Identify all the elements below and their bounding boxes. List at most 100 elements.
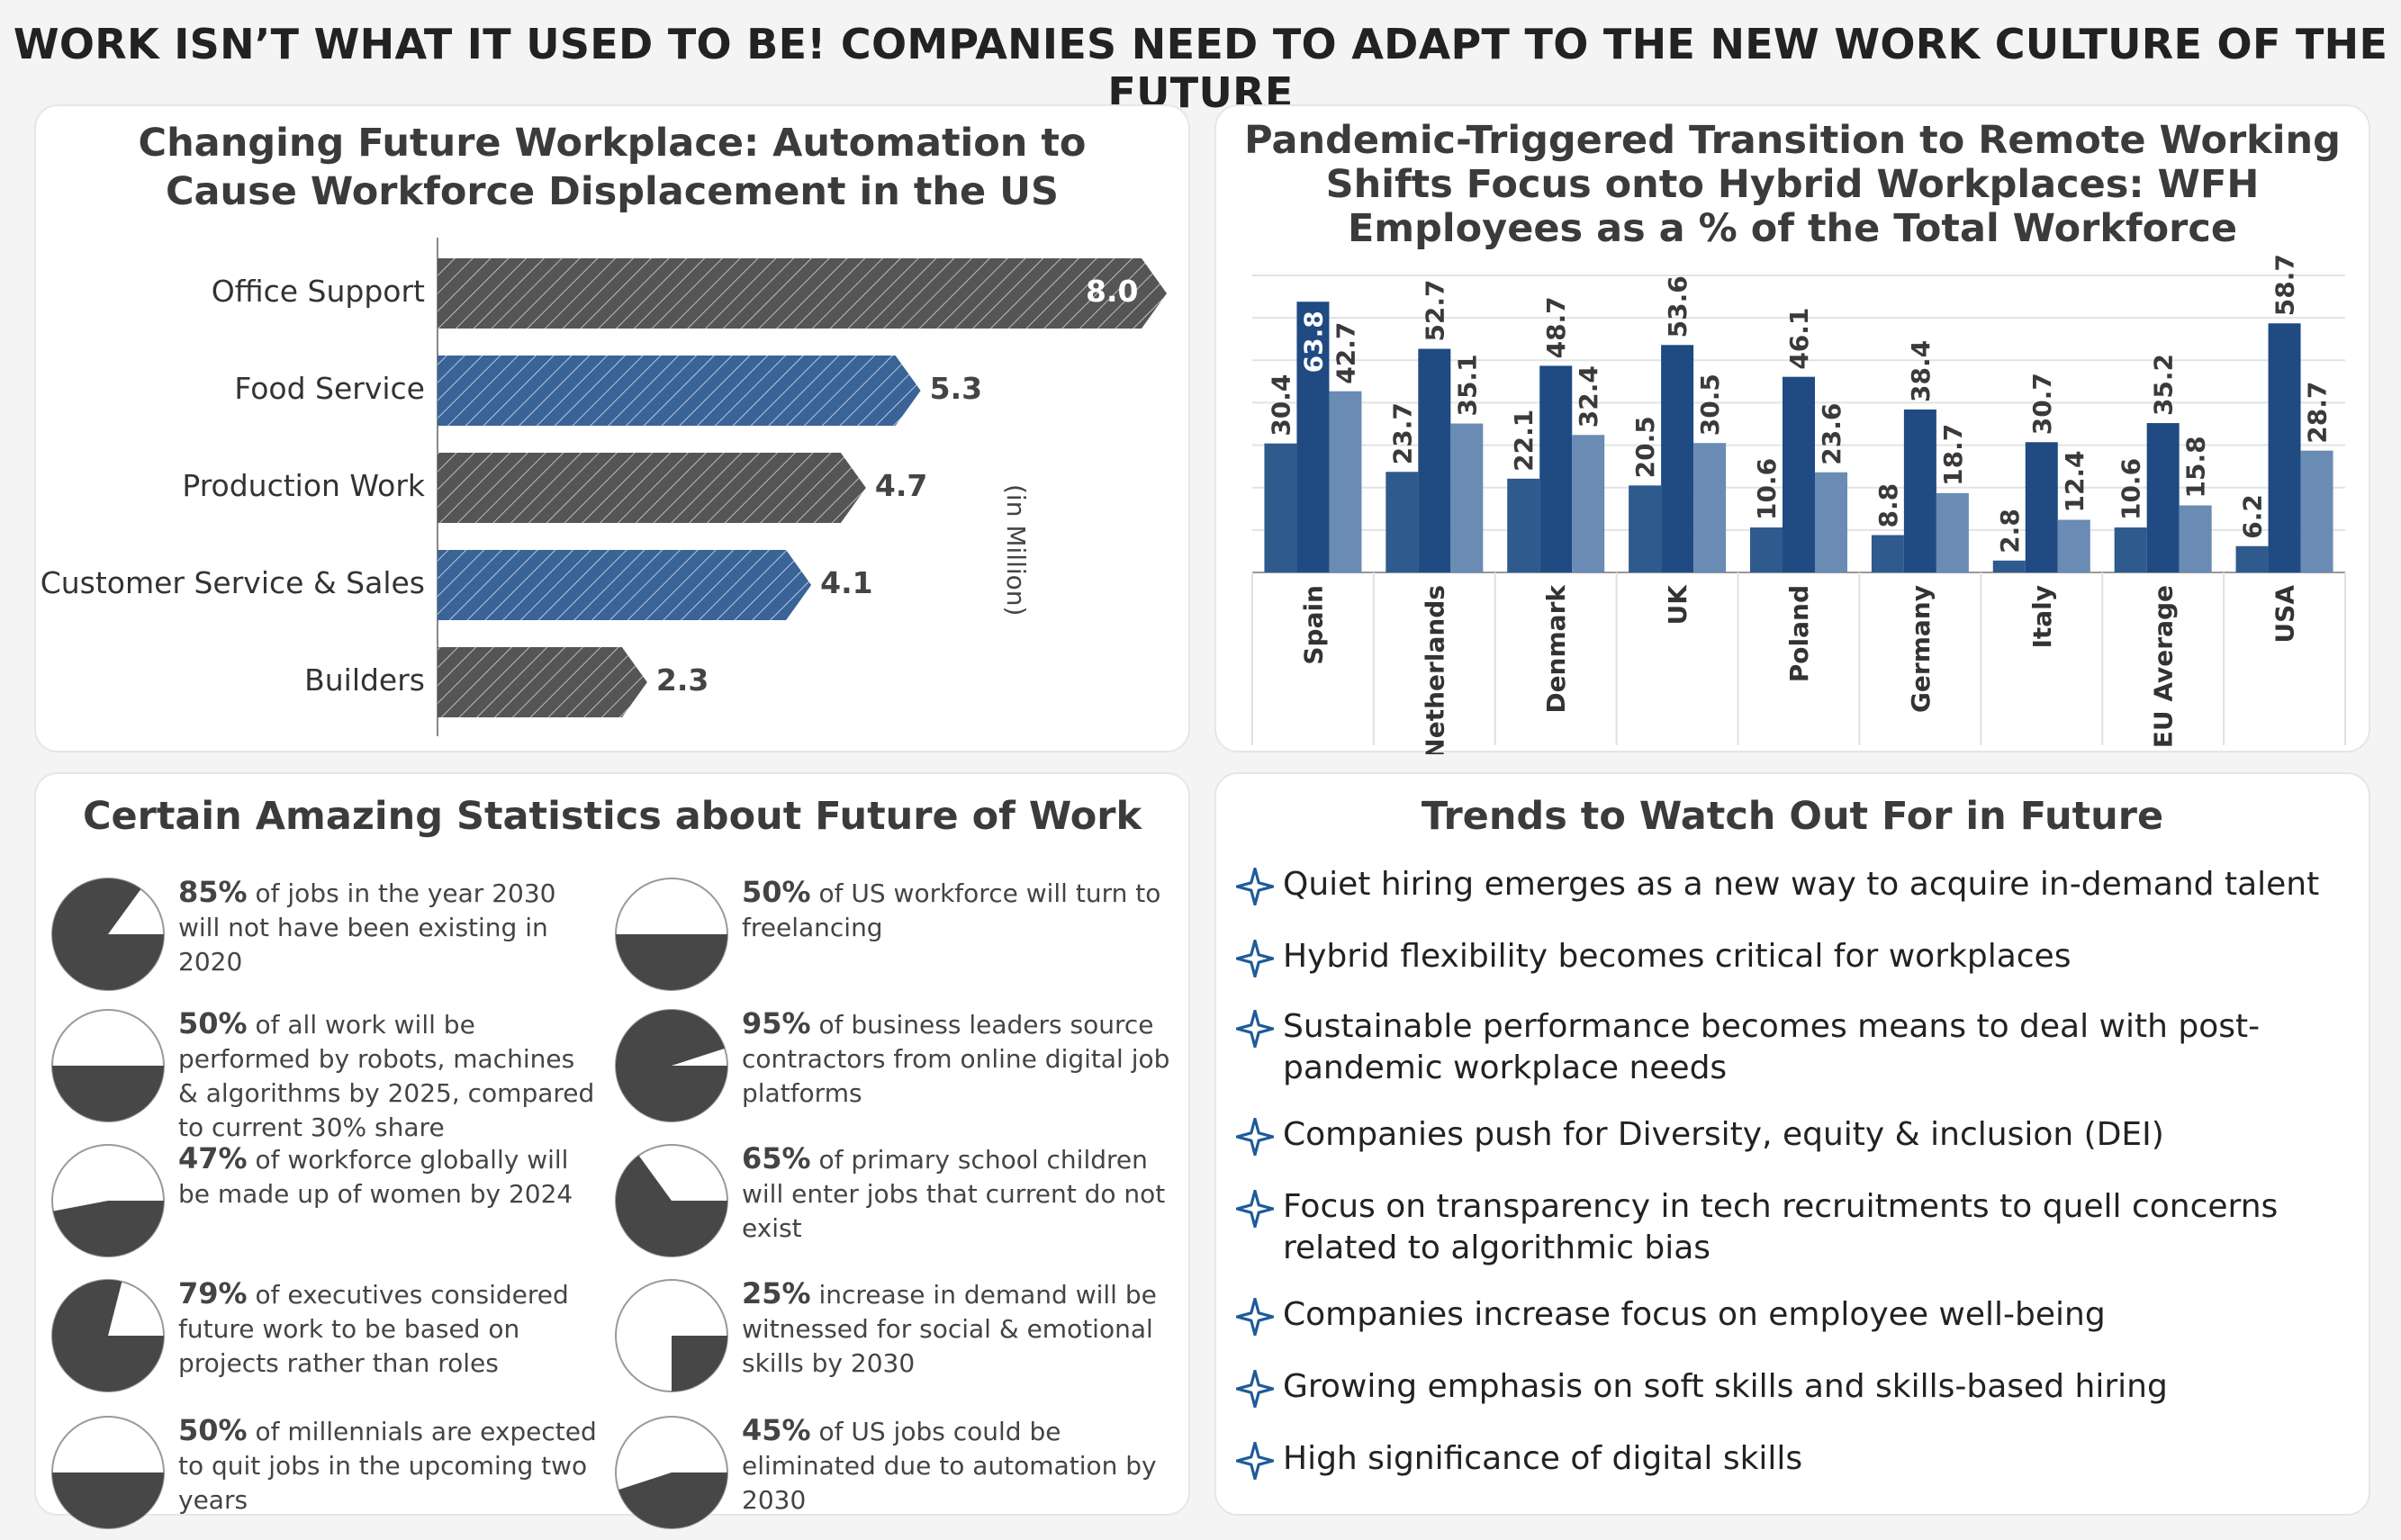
pie-slice xyxy=(52,1066,164,1121)
automation-bar-chart-svg xyxy=(437,238,1167,736)
bar-italy-series-1 xyxy=(1992,560,2026,572)
value-label-production-work: 4.7 xyxy=(874,468,928,503)
stat-pie xyxy=(49,1413,167,1535)
stat-text: 25% increase in demand will be witnessed… xyxy=(742,1276,1183,1381)
bar-usa-series-2 xyxy=(2268,323,2301,572)
value-label-uk-series-3: 30.5 xyxy=(1695,374,1725,436)
value-label-italy-series-1: 2.8 xyxy=(1995,509,2025,554)
bar-netherlands-series-1 xyxy=(1386,472,1419,572)
stat-item: 47% of workforce globally will be made u… xyxy=(49,1141,607,1267)
stat-item: 45% of US jobs could be eliminated due t… xyxy=(612,1413,1170,1539)
stat-item: 50% of US workforce will turn to freelan… xyxy=(612,875,1170,1001)
stat-pie xyxy=(49,875,167,997)
stat-percent: 85% xyxy=(178,875,248,909)
stat-description: of primary school children will enter jo… xyxy=(742,1145,1166,1243)
value-label-builders: 2.3 xyxy=(655,662,709,698)
category-label-uk: UK xyxy=(1663,584,1692,626)
stat-percent: 47% xyxy=(178,1141,248,1175)
bar-builders xyxy=(438,647,647,717)
pie-slice xyxy=(52,1280,164,1391)
bar-germany-series-2 xyxy=(1903,409,1936,572)
value-label-poland-series-1: 10.6 xyxy=(1752,458,1782,520)
page-title: WORK ISN’T WHAT IT USED TO BE! COMPANIES… xyxy=(13,20,2388,117)
bar-usa-series-1 xyxy=(2235,545,2269,572)
pie-slice xyxy=(616,1010,727,1121)
bar-denmark-series-1 xyxy=(1507,478,1540,572)
stats-title: Certain Amazing Statistics about Future … xyxy=(82,794,1142,839)
value-label-spain-series-2: 63.8 xyxy=(1298,311,1328,373)
value-label-food-service: 5.3 xyxy=(929,371,983,406)
four-point-star-icon xyxy=(1236,1118,1274,1156)
category-label-food-service: Food Service xyxy=(234,371,425,406)
stat-percent: 65% xyxy=(742,1141,811,1175)
trends-title: Trends to Watch Out For in Future xyxy=(1421,794,2164,839)
stat-percent: 50% xyxy=(178,1006,248,1040)
value-label-italy-series-3: 12.4 xyxy=(2060,450,2090,512)
trend-text: Hybrid flexibility becomes critical for … xyxy=(1283,938,2072,975)
four-point-star-icon xyxy=(1236,940,1274,977)
four-point-star-icon xyxy=(1236,1010,1274,1048)
pie-chart xyxy=(51,1416,165,1529)
stat-description: of US jobs could be eliminated due to au… xyxy=(742,1417,1157,1515)
value-label-customer-service-sales: 4.1 xyxy=(820,565,873,600)
category-label-netherlands: Netherlands xyxy=(1420,585,1449,754)
stat-percent: 25% xyxy=(742,1276,811,1310)
pie-slice xyxy=(616,1155,727,1256)
stat-text: 50% of millennials are expected to quit … xyxy=(178,1413,601,1517)
bar-uk-series-2 xyxy=(1661,345,1694,572)
bar-italy-series-2 xyxy=(2025,442,2058,572)
category-label-builders: Builders xyxy=(304,662,425,698)
value-label-uk-series-1: 20.5 xyxy=(1630,416,1660,478)
stat-description: of executives considered future work to … xyxy=(178,1280,569,1378)
bar-spain-series-2 xyxy=(1296,302,1330,572)
trend-text: High significance of digital skills xyxy=(1283,1440,1803,1477)
bar-production-work xyxy=(438,453,866,523)
stat-text: 65% of primary school children will ente… xyxy=(742,1141,1183,1246)
pie-slice xyxy=(52,1472,164,1528)
stat-pie xyxy=(49,1006,167,1129)
wfh-chart-panel: Pandemic-Triggered Transition to Remote … xyxy=(1214,104,2370,754)
wfh-chart-title: Pandemic-Triggered Transition to Remote … xyxy=(1244,118,2341,251)
category-label-denmark: Denmark xyxy=(1541,584,1571,714)
value-label-germany-series-2: 38.4 xyxy=(1906,340,1936,402)
trend-text: Focus on transparency in tech recruitmen… xyxy=(1283,1188,2279,1266)
pie-chart xyxy=(51,1279,165,1392)
bar-netherlands-series-2 xyxy=(1418,348,1451,572)
stat-description: of business leaders source contractors f… xyxy=(742,1010,1170,1108)
bar-eu-average-series-2 xyxy=(2146,423,2180,572)
category-label-customer-service-sales: Customer Service & Sales xyxy=(40,565,425,600)
trends-panel: Trends to Watch Out For in Future Quiet … xyxy=(1214,772,2370,1516)
value-label-usa-series-2: 58.7 xyxy=(2270,254,2300,316)
stat-item: 50% of all work will be performed by rob… xyxy=(49,1006,607,1142)
stat-percent: 45% xyxy=(742,1413,811,1447)
stat-text: 47% of workforce globally will be made u… xyxy=(178,1141,601,1211)
value-label-uk-series-2: 53.6 xyxy=(1663,275,1692,338)
bar-uk-series-1 xyxy=(1629,485,1662,572)
stat-pie xyxy=(612,1141,731,1264)
stat-text: 85% of jobs in the year 2030 will not ha… xyxy=(178,875,601,979)
value-label-denmark-series-1: 22.1 xyxy=(1509,410,1539,472)
stat-text: 79% of executives considered future work… xyxy=(178,1276,601,1381)
trend-text: Sustainable performance becomes means to… xyxy=(1283,1008,2261,1086)
category-label-usa: USA xyxy=(2270,585,2300,644)
stat-description: increase in demand will be witnessed for… xyxy=(742,1280,1157,1378)
bar-poland-series-3 xyxy=(1815,472,1847,572)
bar-office-support xyxy=(438,258,1167,329)
automation-bar-chart: Office Support 8.0 Food Service 5.3 Producti… xyxy=(36,106,1192,754)
stat-pie xyxy=(49,1141,167,1264)
bar-spain-series-3 xyxy=(1329,391,1362,572)
category-label-italy: Italy xyxy=(2027,585,2057,649)
value-label-denmark-series-2: 48.7 xyxy=(1541,296,1571,358)
value-label-poland-series-3: 23.6 xyxy=(1817,403,1846,465)
stat-text: 45% of US jobs could be eliminated due t… xyxy=(742,1413,1183,1517)
value-label-usa-series-3: 28.7 xyxy=(2303,382,2333,444)
pie-slice xyxy=(52,878,164,990)
bar-poland-series-2 xyxy=(1783,376,1815,572)
pie-slice xyxy=(616,934,727,990)
stat-item: 25% increase in demand will be witnessed… xyxy=(612,1276,1170,1402)
stat-percent: 95% xyxy=(742,1006,811,1040)
bar-germany-series-3 xyxy=(1936,492,1969,572)
bar-spain-series-1 xyxy=(1264,443,1297,572)
pie-chart xyxy=(51,878,165,991)
pie-chart xyxy=(615,878,728,991)
